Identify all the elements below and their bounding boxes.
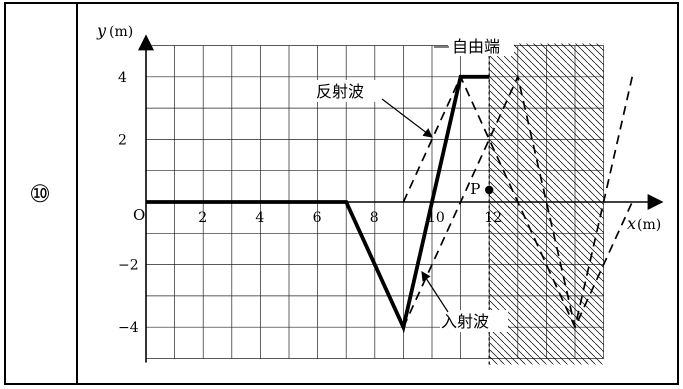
- x-tick-label: 10: [427, 210, 445, 226]
- x-tick-label: 4: [255, 210, 264, 226]
- x-tick-label: 2: [198, 210, 207, 226]
- free-end-label-bg: [448, 36, 514, 56]
- incident-wave-label: 入射波: [441, 312, 489, 331]
- y-tick-label: −4: [118, 320, 139, 336]
- problem-number: ⑩: [29, 179, 51, 208]
- y-axis-label: y: [96, 21, 107, 40]
- x-tick-label: 8: [370, 210, 379, 226]
- incident-label-bg: [440, 310, 508, 332]
- reflected-wave-label: 反射波: [316, 82, 364, 101]
- point-p-label: P: [470, 180, 480, 198]
- x-axis-unit: (m): [637, 217, 661, 233]
- number-cell: ⑩: [4, 2, 76, 385]
- origin-label: O: [133, 206, 145, 224]
- x-axis-label: x: [627, 214, 636, 233]
- point-p-marker: [485, 185, 494, 195]
- free-end-label: 自由端: [452, 37, 500, 56]
- table-frame: [4, 2, 679, 385]
- reflected-wave-line: [402, 74, 633, 330]
- reflected-wave-arrow: [381, 98, 433, 138]
- y-tick-label: 4: [118, 70, 127, 86]
- y-tick-label: −2: [118, 258, 139, 274]
- y-axis-unit: (m): [109, 24, 133, 40]
- x-tick-label: 6: [313, 210, 322, 226]
- column-divider: [76, 2, 78, 385]
- y-tick-label: 2: [118, 132, 127, 148]
- incident-wave-line: [402, 74, 634, 328]
- incident-wave-arrow: [421, 270, 449, 313]
- x-tick-label: 12: [484, 210, 502, 226]
- reflected-label-bg: [313, 80, 385, 102]
- series: P: [146, 74, 634, 334]
